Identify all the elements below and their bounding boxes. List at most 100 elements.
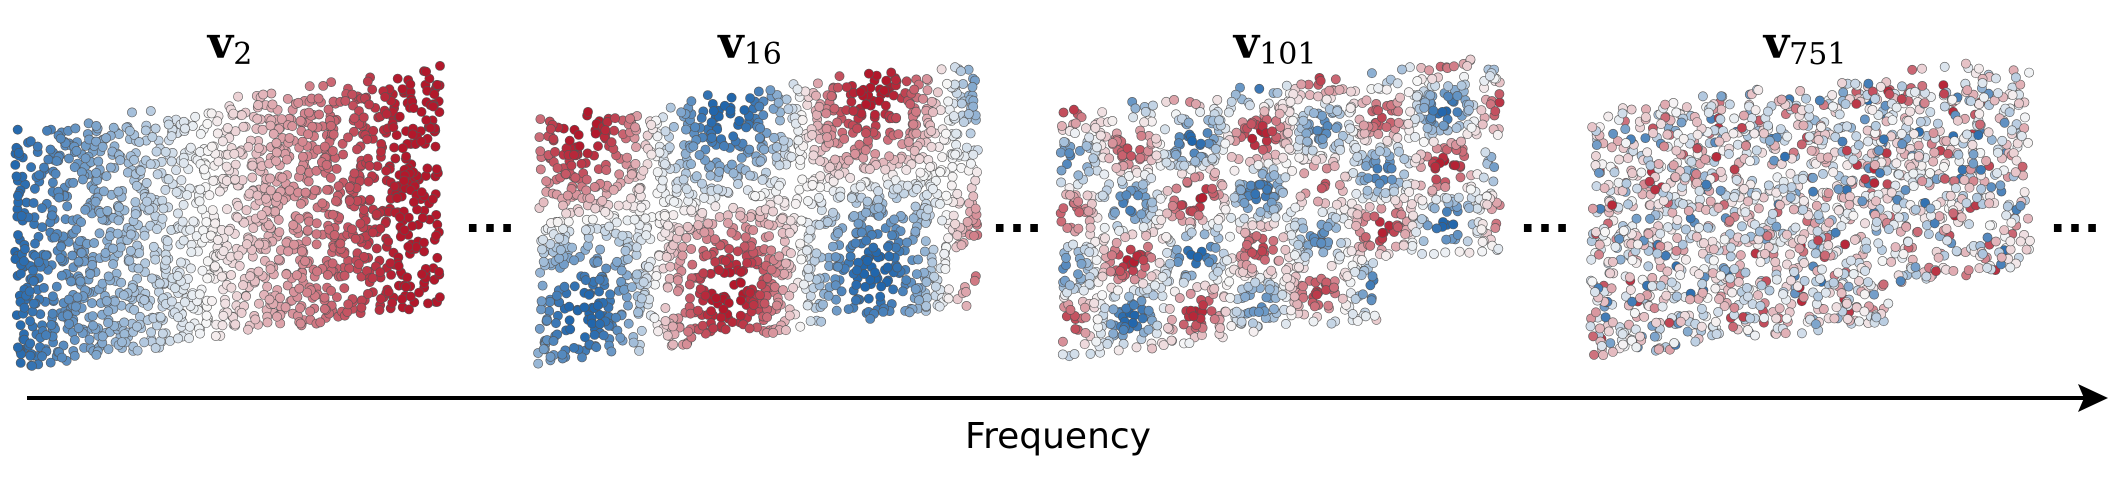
point bbox=[1224, 107, 1234, 118]
point bbox=[1224, 276, 1235, 287]
point bbox=[222, 123, 233, 133]
point bbox=[884, 251, 894, 262]
point bbox=[1369, 310, 1380, 321]
point bbox=[1190, 172, 1200, 183]
point bbox=[646, 119, 657, 130]
point bbox=[662, 282, 673, 293]
point bbox=[1064, 148, 1075, 158]
point bbox=[592, 257, 603, 267]
point bbox=[1407, 240, 1418, 251]
point bbox=[195, 128, 206, 139]
point bbox=[1307, 145, 1318, 156]
point bbox=[431, 164, 442, 174]
point bbox=[1245, 100, 1255, 111]
point bbox=[744, 144, 755, 155]
point bbox=[1299, 168, 1310, 179]
point bbox=[386, 269, 396, 280]
point bbox=[1176, 200, 1187, 211]
point bbox=[80, 204, 91, 215]
point bbox=[322, 270, 333, 280]
point bbox=[1083, 206, 1094, 217]
point bbox=[1389, 186, 1399, 197]
point bbox=[116, 277, 127, 288]
point bbox=[226, 282, 237, 293]
point bbox=[687, 259, 698, 270]
point bbox=[405, 291, 416, 302]
point bbox=[349, 168, 360, 179]
point bbox=[91, 167, 102, 178]
point bbox=[1405, 106, 1416, 117]
point bbox=[244, 188, 255, 199]
point bbox=[1226, 151, 1237, 162]
point bbox=[1269, 204, 1279, 215]
point bbox=[266, 88, 277, 99]
point bbox=[1255, 179, 1265, 190]
point bbox=[176, 257, 186, 268]
point bbox=[688, 141, 699, 152]
point bbox=[921, 74, 932, 84]
point bbox=[304, 81, 315, 92]
point bbox=[706, 117, 717, 128]
point bbox=[229, 148, 240, 159]
point bbox=[1431, 194, 1442, 205]
point bbox=[182, 190, 192, 200]
point bbox=[25, 350, 36, 361]
point bbox=[962, 216, 973, 227]
point bbox=[569, 342, 579, 353]
point bbox=[720, 324, 731, 335]
point bbox=[139, 337, 150, 348]
point bbox=[124, 255, 135, 266]
point bbox=[1074, 207, 1085, 218]
point bbox=[154, 278, 165, 289]
point bbox=[16, 210, 27, 221]
point bbox=[1138, 255, 1149, 266]
point bbox=[295, 303, 305, 313]
point bbox=[1345, 103, 1356, 113]
point bbox=[923, 204, 933, 215]
point bbox=[1169, 95, 1179, 105]
point bbox=[702, 90, 713, 100]
point bbox=[1188, 311, 1199, 322]
point bbox=[1154, 257, 1165, 268]
point bbox=[593, 300, 603, 311]
point bbox=[961, 286, 971, 297]
point bbox=[15, 268, 26, 279]
point bbox=[548, 134, 559, 144]
point bbox=[759, 144, 769, 155]
point bbox=[1396, 209, 1407, 220]
point bbox=[1267, 126, 1278, 137]
point bbox=[326, 120, 336, 131]
point bbox=[570, 172, 581, 183]
point bbox=[1084, 166, 1094, 177]
point bbox=[574, 141, 585, 151]
point bbox=[1250, 277, 1261, 288]
point bbox=[745, 93, 755, 103]
point bbox=[802, 300, 813, 311]
point bbox=[880, 164, 891, 175]
point bbox=[805, 291, 816, 301]
point bbox=[569, 149, 579, 160]
point bbox=[45, 144, 56, 155]
point bbox=[909, 145, 920, 156]
point bbox=[538, 344, 549, 355]
point bbox=[110, 296, 120, 307]
point bbox=[271, 138, 282, 148]
point bbox=[615, 332, 626, 343]
point bbox=[1141, 230, 1151, 241]
point bbox=[590, 128, 601, 139]
point bbox=[241, 239, 252, 250]
point bbox=[755, 290, 765, 300]
point bbox=[34, 170, 45, 180]
point bbox=[750, 191, 761, 201]
point bbox=[87, 311, 98, 321]
point bbox=[864, 68, 874, 79]
point bbox=[734, 116, 745, 126]
point bbox=[555, 244, 566, 255]
point bbox=[1410, 131, 1420, 142]
point bbox=[638, 165, 649, 176]
point bbox=[681, 124, 691, 135]
point bbox=[78, 174, 88, 185]
point bbox=[1330, 74, 1341, 85]
point bbox=[1085, 348, 1096, 359]
point bbox=[1361, 95, 1372, 106]
